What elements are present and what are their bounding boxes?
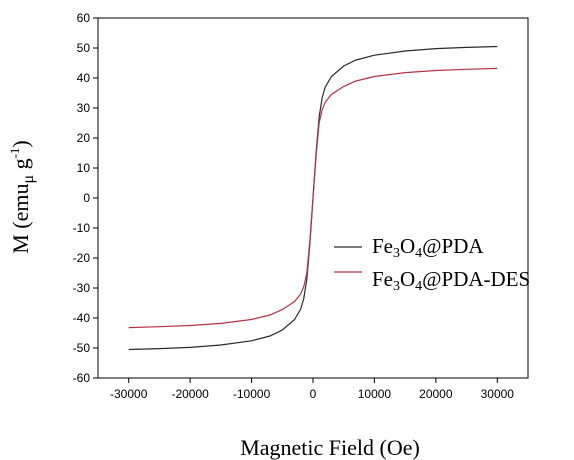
- plot-frame: [97, 17, 529, 379]
- x-tick-label-2: -10000: [233, 387, 271, 401]
- y-tick-label-1: -50: [73, 341, 91, 355]
- y-axis-title-sup: -1: [7, 148, 22, 159]
- legend-item-0: Fe3O4@PDA: [334, 234, 484, 261]
- y-tick-label-2: -40: [73, 311, 91, 325]
- legend: Fe3O4@PDA Fe3O4@PDA-DES: [334, 234, 530, 294]
- y-tick-label-6: 0: [83, 191, 90, 205]
- y-tick-label-8: 20: [77, 131, 91, 145]
- y-tick-label-10: 40: [77, 71, 91, 85]
- y-tick-label-0: -60: [73, 371, 91, 385]
- y-axis-title-close: ): [8, 140, 33, 147]
- series-layer: [128, 45, 498, 351]
- y-tick-label-11: 50: [77, 41, 91, 55]
- y-axis-title-base: M (emu: [8, 183, 33, 253]
- y-axis-title-mu: μ: [20, 175, 37, 184]
- y-tick-label-5: -10: [73, 221, 91, 235]
- y-tick-label-9: 30: [77, 101, 91, 115]
- x-tick-label-4: 10000: [358, 387, 392, 401]
- legend-item-1: Fe3O4@PDA-DES: [334, 267, 530, 294]
- x-tick-label-3: 0: [310, 387, 317, 401]
- ticks-layer: -30000 -20000 -10000 0 10000 20000 30000 -60 -50…: [73, 11, 515, 401]
- y-tick-label-3: -30: [73, 281, 91, 295]
- x-tick-label-5: 20000: [419, 387, 453, 401]
- x-tick-label-1: -20000: [171, 387, 209, 401]
- x-axis-title: Magnetic Field (Oe): [240, 435, 420, 460]
- x-tick-label-6: 30000: [481, 387, 515, 401]
- x-tick-label-0: -30000: [110, 387, 148, 401]
- y-axis-title-rest: g: [8, 158, 33, 175]
- y-tick-label-12: 60: [77, 11, 91, 25]
- legend-label-1: Fe3O4@PDA-DES: [372, 267, 530, 294]
- y-axis-title: M (emuμ g-1): [7, 140, 37, 254]
- series-line-1: [128, 67, 498, 329]
- legend-label-0: Fe3O4@PDA: [372, 234, 484, 261]
- y-tick-label-7: 10: [77, 161, 91, 175]
- y-tick-label-4: -20: [73, 251, 91, 265]
